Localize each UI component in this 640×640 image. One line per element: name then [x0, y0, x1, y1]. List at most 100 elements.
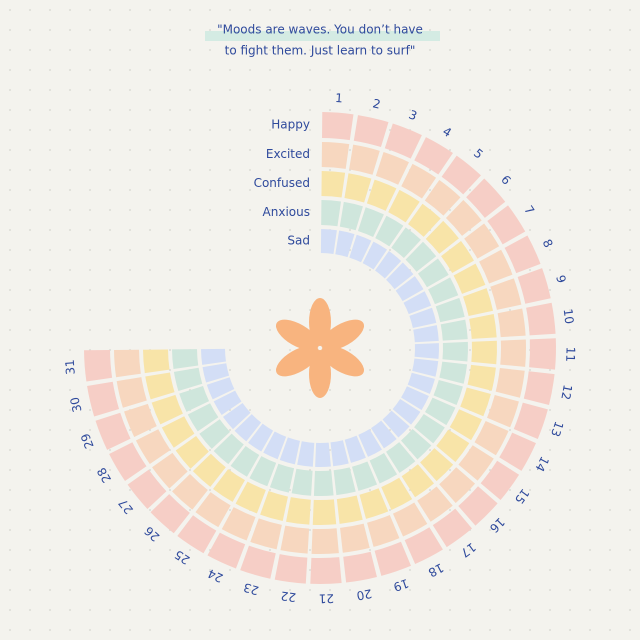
mood-cell — [471, 340, 497, 365]
mood-cell — [358, 429, 382, 457]
mood-cell — [353, 115, 389, 148]
quote-highlight — [205, 31, 440, 41]
mood-cell — [206, 377, 235, 400]
mood-cell — [349, 144, 380, 175]
mood-cell — [425, 220, 459, 254]
mood-cell — [249, 456, 277, 487]
mood-cell — [497, 308, 526, 338]
mood-cell — [445, 200, 482, 236]
mood-cell — [463, 288, 494, 316]
day-label: 10 — [561, 308, 577, 325]
mood-cell — [412, 358, 439, 377]
mood-cell — [340, 523, 370, 553]
day-label: 20 — [355, 586, 373, 602]
mood-cell — [375, 152, 409, 185]
mood-cell — [344, 435, 366, 463]
mood-cell — [517, 268, 551, 304]
flower — [275, 298, 365, 398]
mood-cell — [424, 180, 461, 216]
mood-cell — [124, 403, 157, 437]
mood-cell — [315, 442, 331, 467]
mood-cell — [109, 442, 147, 481]
mood-cell — [199, 419, 231, 449]
mood-cell — [403, 291, 432, 315]
quote-line: "Moods are waves. You don’t have — [217, 23, 423, 37]
day-label: 23 — [242, 580, 261, 598]
mood-cell — [417, 486, 453, 522]
mood-cell — [320, 229, 337, 254]
mood-cell — [260, 491, 288, 522]
mood-cell — [175, 436, 209, 469]
mood-cell — [526, 302, 556, 336]
mood-cell — [474, 420, 509, 456]
mood-cell — [145, 372, 175, 400]
mood-cell — [495, 368, 525, 398]
mood-cell — [413, 325, 439, 343]
mood-label: Confused — [254, 176, 310, 190]
mood-cell — [367, 515, 400, 547]
mood-cell — [404, 527, 443, 564]
mood-cell — [513, 402, 548, 439]
day-label: 22 — [280, 589, 297, 605]
day-label: 24 — [206, 566, 226, 585]
mood-cell — [235, 481, 266, 514]
mood-cell — [274, 554, 308, 584]
mood-cell — [401, 163, 437, 199]
mood-cell — [386, 262, 414, 290]
mood-cell — [187, 403, 219, 432]
mood-cell — [414, 343, 439, 359]
mood-cell — [464, 223, 500, 259]
mood-cell — [322, 112, 354, 141]
mood-cell — [414, 414, 445, 444]
mood-cell — [504, 235, 541, 274]
mood-cell — [114, 349, 141, 378]
mood-cell — [195, 492, 231, 528]
mood-cell — [466, 178, 506, 218]
mood-cell — [333, 467, 356, 496]
mood-cell — [375, 215, 404, 247]
mood-cell — [414, 137, 453, 175]
mood-cell — [384, 123, 422, 159]
mood-cell — [291, 468, 313, 496]
mood-cell — [207, 532, 246, 569]
mood-cell — [336, 495, 363, 524]
mood-cell — [310, 557, 342, 584]
mood-cell — [388, 189, 420, 223]
mood-cell — [248, 423, 274, 452]
day-label: 2 — [371, 96, 382, 111]
day-label: 19 — [392, 576, 411, 594]
mood-cell — [321, 200, 342, 227]
mood-cell — [467, 364, 496, 391]
mood-cell — [179, 385, 210, 412]
mood-cell — [369, 453, 398, 484]
mood-cell — [202, 363, 230, 383]
mood-cell — [213, 469, 245, 502]
mood-cell — [425, 397, 456, 426]
mood-cell — [161, 416, 195, 448]
mood-cell — [409, 307, 437, 328]
mood-cell — [143, 349, 170, 374]
mood-cell — [420, 448, 454, 482]
mood-cell — [269, 463, 295, 493]
mood-cell — [192, 453, 226, 487]
mood-cell — [311, 528, 339, 554]
day-label: 11 — [563, 347, 577, 363]
mood-cell — [417, 258, 449, 288]
rings — [84, 112, 556, 584]
mood-cell — [230, 445, 260, 477]
mood-cell — [250, 518, 282, 550]
day-label: 28 — [94, 465, 114, 485]
mood-cell — [381, 477, 413, 510]
mood-cell — [453, 263, 486, 294]
mood-cell — [441, 155, 481, 195]
mood-cell — [87, 381, 120, 417]
mood-cell — [151, 394, 183, 425]
mood-cell — [401, 429, 432, 460]
mood-cell — [479, 249, 513, 284]
mood-cell — [344, 173, 372, 203]
mood-cell — [435, 297, 465, 323]
mood-cell — [349, 234, 372, 263]
mood-cell — [487, 205, 526, 245]
mood-cell — [357, 207, 384, 238]
